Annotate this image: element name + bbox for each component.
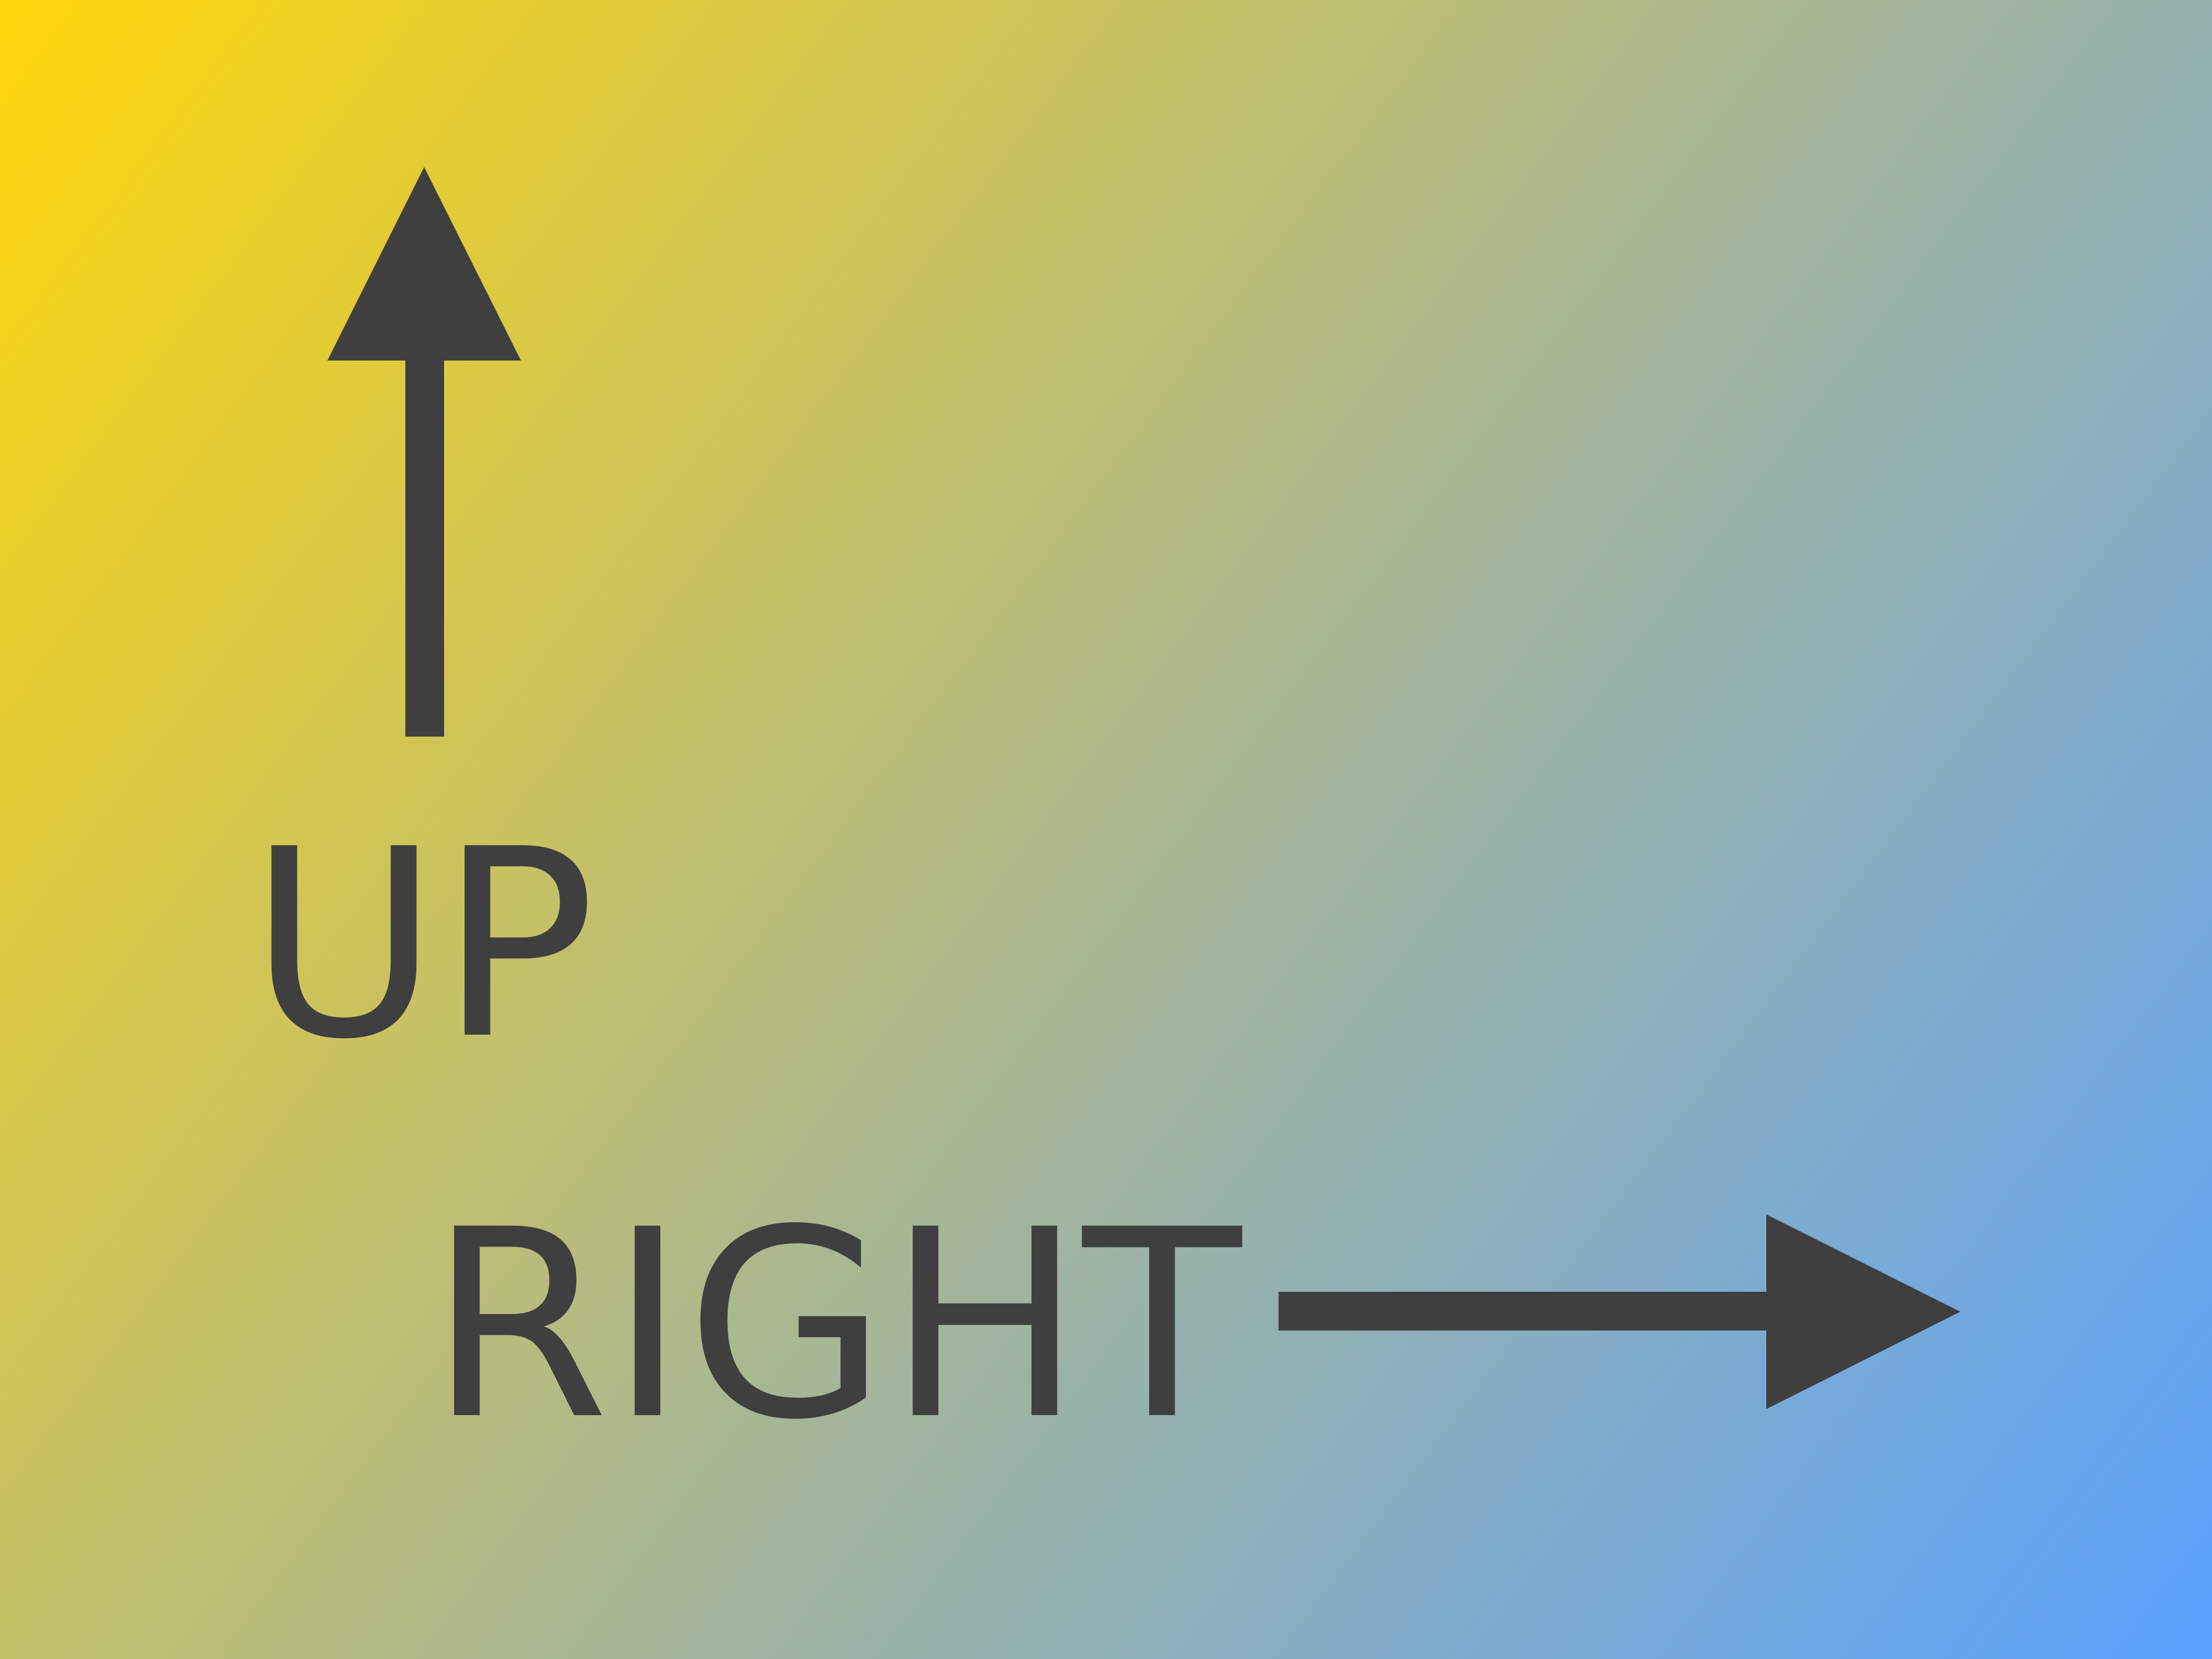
arrow-right-head: [1766, 1214, 1960, 1409]
arrow-right-shaft: [1279, 1292, 1770, 1331]
arrow-up-head: [327, 167, 521, 361]
arrow-up-icon: [327, 167, 521, 737]
arrow-up-shaft: [405, 359, 444, 737]
arrow-right-icon: [1279, 1214, 1960, 1409]
up-label: UP: [249, 794, 596, 1096]
right-label: RIGHT: [429, 1174, 1241, 1477]
